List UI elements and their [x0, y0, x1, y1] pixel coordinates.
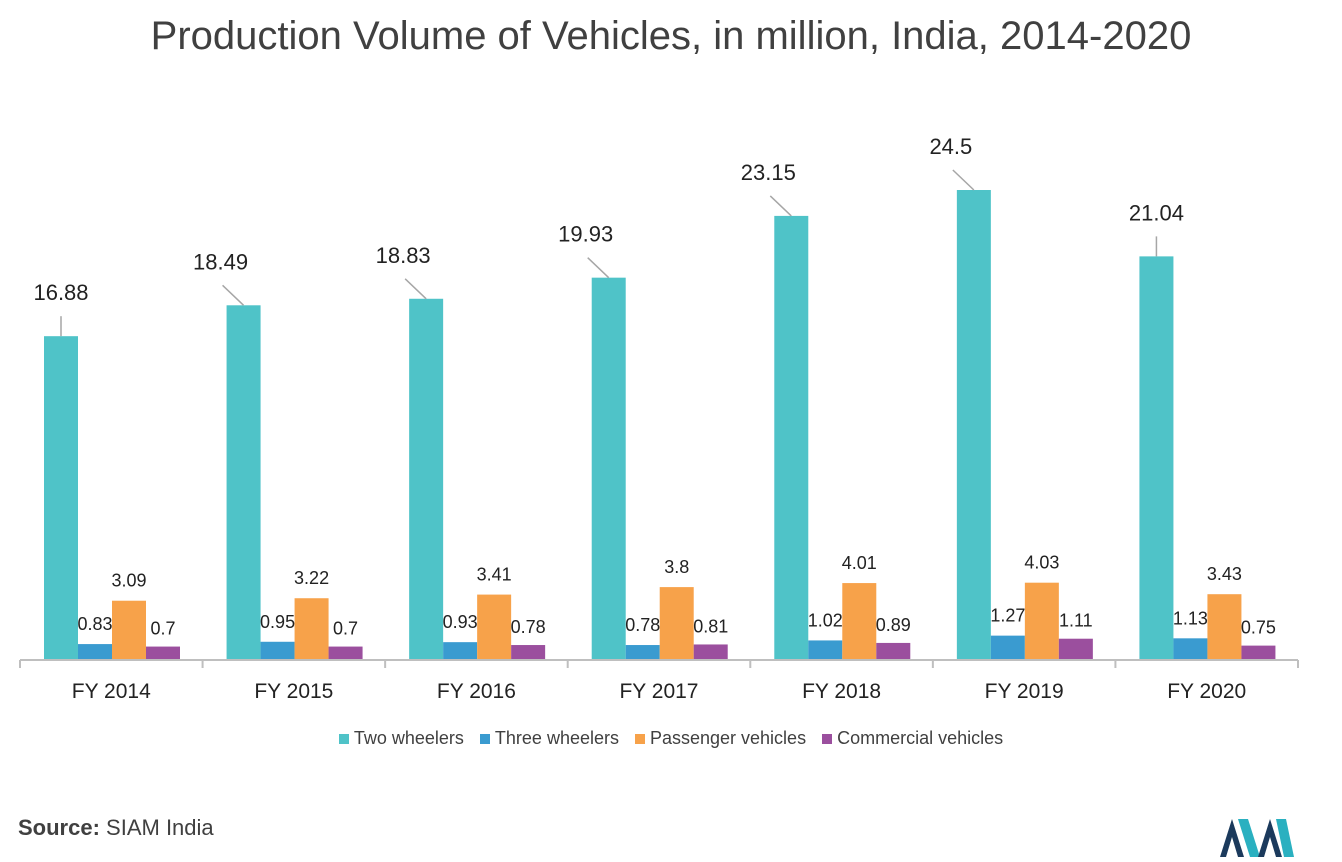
x-tick-label: FY 2016: [437, 680, 516, 703]
bar-commercial-vehicles: [1058, 638, 1093, 660]
x-tick-label: FY 2019: [985, 680, 1064, 703]
source-prefix: Source:: [18, 815, 100, 840]
value-labels: 16.88 0.83 3.09 0.7 18.49 0.95 3.22 0.7 18.83 0.9…: [33, 134, 1275, 639]
x-tick-label: FY 2020: [1167, 680, 1246, 703]
source-note: Source: SIAM India: [18, 815, 214, 841]
value-label: 0.83: [77, 614, 112, 634]
value-label: 16.88: [33, 280, 88, 305]
leader-line: [404, 278, 427, 300]
bar-chart: 16.88 0.83 3.09 0.7 18.49 0.95 3.22 0.7 18.83 0.9…: [19, 134, 1299, 703]
value-label: 4.01: [842, 553, 877, 573]
value-label: 1.13: [1173, 608, 1208, 628]
leader-line: [222, 284, 245, 306]
bar-two-wheelers: [591, 277, 626, 660]
value-label: 0.7: [150, 619, 175, 639]
bar-passenger-vehicles: [1207, 594, 1242, 660]
bar-commercial-vehicles: [511, 645, 546, 660]
legend-swatch: [479, 733, 490, 744]
value-label: 3.8: [664, 557, 689, 577]
legend-label: Two wheelers: [353, 728, 464, 748]
bar-two-wheelers: [44, 336, 78, 660]
bar-passenger-vehicles: [112, 600, 146, 660]
leader-line: [587, 257, 610, 279]
value-label: 3.41: [477, 565, 512, 585]
legend-label: Passenger vehicles: [649, 728, 807, 748]
logo-shape-tail: [1276, 819, 1294, 857]
leader-line: [769, 195, 792, 217]
value-label: 21.04: [1129, 200, 1184, 225]
bar-two-wheelers: [1139, 256, 1174, 660]
bar-two-wheelers: [409, 298, 444, 660]
bar-three-wheelers: [260, 641, 295, 660]
bar-commercial-vehicles: [876, 642, 911, 660]
legend-swatch: [338, 733, 349, 744]
value-label: 3.09: [111, 571, 146, 591]
value-label: 0.75: [1241, 618, 1276, 638]
bar-passenger-vehicles: [659, 587, 694, 660]
value-label: 1.27: [990, 606, 1025, 626]
value-label: 0.7: [333, 619, 358, 639]
legend-label: Commercial vehicles: [837, 728, 1004, 748]
x-axis-ticks: FY 2014 FY 2015 FY 2016 FY 2017 FY 2018 FY 20…: [19, 660, 1299, 703]
legend-item: Passenger vehicles: [634, 728, 807, 749]
bar-passenger-vehicles: [294, 598, 329, 660]
legend-item: Two wheelers: [338, 728, 464, 749]
x-tick-label: FY 2018: [802, 680, 881, 703]
bar-commercial-vehicles: [693, 644, 728, 660]
bar-passenger-vehicles: [1024, 582, 1059, 660]
value-label: 18.49: [193, 249, 248, 274]
source-text: SIAM India: [106, 815, 214, 840]
value-label: 19.93: [558, 222, 613, 247]
bar-three-wheelers: [1173, 638, 1208, 660]
value-label: 1.11: [1059, 611, 1093, 631]
value-label: 23.15: [741, 160, 796, 185]
value-label: 0.78: [511, 617, 546, 637]
bar-three-wheelers: [443, 642, 478, 660]
bar-passenger-vehicles: [842, 583, 877, 660]
bar-passenger-vehicles: [477, 594, 512, 660]
bar-commercial-vehicles: [1241, 645, 1276, 660]
value-label: 0.95: [260, 612, 295, 632]
brand-logo: [1220, 819, 1294, 857]
logo-shape-right: [1258, 819, 1282, 857]
value-label: 1.02: [808, 610, 843, 630]
legend-swatch: [634, 733, 645, 744]
legend-label: Three wheelers: [494, 728, 619, 748]
bar-commercial-vehicles: [328, 646, 363, 660]
value-label: 0.93: [443, 612, 478, 632]
value-label: 0.78: [625, 615, 660, 635]
x-tick-label: FY 2015: [254, 680, 333, 703]
logo-shape-mid: [1238, 819, 1260, 857]
bar-commercial-vehicles: [146, 646, 180, 660]
logo-shape-left: [1220, 819, 1244, 857]
bar-three-wheelers: [808, 640, 843, 660]
bar-two-wheelers: [774, 215, 809, 661]
legend-swatch: [822, 733, 833, 744]
bar-two-wheelers: [956, 190, 991, 660]
chart-title: Production Volume of Vehicles, in millio…: [150, 14, 1192, 58]
x-tick-label: FY 2014: [72, 680, 151, 703]
leader-lines: [60, 169, 1158, 337]
value-label: 0.89: [876, 615, 911, 635]
x-tick-label: FY 2017: [619, 680, 698, 703]
value-label: 18.83: [376, 243, 431, 268]
bar-two-wheelers: [226, 305, 261, 660]
value-label: 3.43: [1207, 564, 1242, 584]
legend-item: Three wheelers: [479, 728, 619, 749]
bar-three-wheelers: [78, 644, 112, 660]
bars-layer: [44, 190, 1276, 661]
leader-line: [952, 169, 975, 191]
legend-item: Commercial vehicles: [822, 728, 1003, 749]
value-label: 24.5: [929, 134, 972, 159]
value-label: 0.81: [693, 616, 728, 636]
value-label: 3.22: [294, 568, 329, 588]
bar-three-wheelers: [625, 645, 660, 660]
legend: Two wheelers Three wheelers Passenger vehi…: [0, 728, 1342, 749]
value-label: 4.03: [1024, 553, 1059, 573]
bar-three-wheelers: [990, 635, 1025, 660]
